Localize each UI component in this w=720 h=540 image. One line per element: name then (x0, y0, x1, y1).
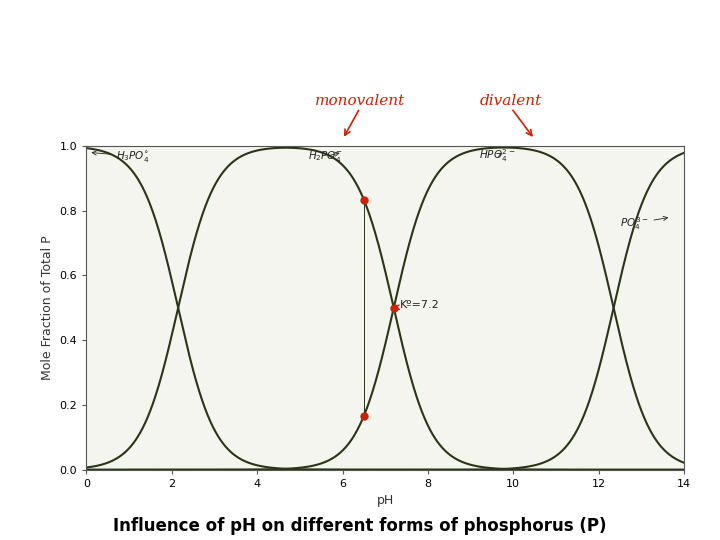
Text: Kº=7.2: Kº=7.2 (395, 300, 440, 310)
Text: Influence of pH on different forms of phosphorus (P): Influence of pH on different forms of ph… (113, 517, 607, 535)
Text: $PO_4^{3-}$: $PO_4^{3-}$ (620, 215, 667, 232)
Text: $H_2PO_4^{-}$: $H_2PO_4^{-}$ (308, 148, 343, 164)
Text: $H_3PO_4^{\circ}$: $H_3PO_4^{\circ}$ (92, 148, 150, 164)
Text: monovalent: monovalent (315, 94, 405, 108)
X-axis label: pH: pH (377, 495, 394, 508)
Y-axis label: Mole Fraction of Total P: Mole Fraction of Total P (41, 235, 54, 380)
Text: divalent: divalent (480, 94, 542, 108)
Text: $HPO_4^{2-}$: $HPO_4^{2-}$ (479, 147, 516, 164)
